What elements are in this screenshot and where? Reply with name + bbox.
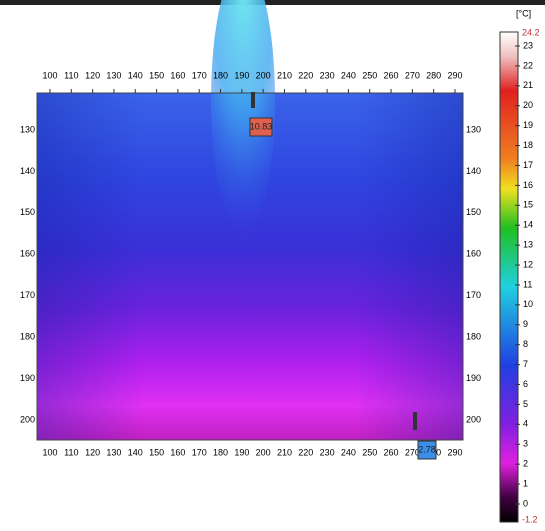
scale-label: 12 [523, 259, 533, 269]
x-tick-label: 170 [192, 70, 207, 80]
y-tick-label: 170 [20, 290, 35, 300]
y-tick-label: 160 [20, 249, 35, 259]
x-tick-label: 130 [106, 447, 121, 457]
scale-label: 2 [523, 459, 528, 469]
x-tick-label: 190 [234, 70, 249, 80]
scale-label: 4 [523, 419, 528, 429]
x-tick-label: 110 [64, 447, 78, 457]
scale-label: 15 [523, 200, 533, 210]
scale-min: -1.2 [522, 514, 538, 524]
scale-max: 24.2 [522, 27, 540, 37]
scale-label: 9 [523, 319, 528, 329]
scale-label: 16 [523, 180, 533, 190]
thermal-image [36, 0, 464, 441]
x-tick-label: 100 [42, 70, 57, 80]
scale-label: 14 [523, 220, 533, 230]
x-tick-label: 220 [298, 70, 313, 80]
scale-label: 22 [523, 60, 533, 70]
y-tick-label: 180 [466, 332, 481, 342]
y-axis-left: 130 140 150 160 170 180 190 200 [20, 124, 35, 424]
scale-label: 7 [523, 359, 528, 369]
x-tick-label: 230 [320, 447, 335, 457]
x-tick-label: 150 [149, 70, 164, 80]
x-tick-label: 170 [192, 447, 207, 457]
x-tick-label: 290 [447, 70, 462, 80]
x-tick-label: 270 [405, 70, 420, 80]
x-tick-label: 250 [362, 70, 377, 80]
scale-label: 18 [523, 140, 533, 150]
marker-min: 2.78 [413, 412, 437, 460]
scale-label: 0 [523, 498, 528, 508]
scale-label: 21 [523, 80, 533, 90]
scale-label: 11 [523, 279, 532, 289]
color-scale: [°C] 24.2 -1.2 2322212019181716151413121… [499, 8, 540, 524]
y-tick-label: 190 [20, 373, 35, 383]
marker-max: 10.83 [249, 92, 273, 137]
x-tick-label: 220 [298, 447, 313, 457]
x-axis-top: 100 110 120 130 140 150 160 170 180 190 200 210 220 2… [42, 70, 463, 93]
y-tick-label: 190 [466, 373, 481, 383]
x-tick-label: 200 [256, 70, 271, 80]
x-tick-label: 230 [320, 70, 335, 80]
x-tick-label: 180 [213, 447, 228, 457]
x-tick-label: 190 [234, 447, 249, 457]
scale-label: 20 [523, 100, 533, 110]
scale-label: 8 [523, 339, 528, 349]
scale-label: 17 [523, 160, 533, 170]
marker-label: 2.78 [418, 444, 436, 454]
y-tick-label: 140 [20, 166, 35, 176]
scale-unit: [°C] [516, 8, 531, 18]
scale-label: 1 [523, 478, 528, 488]
x-tick-label: 260 [384, 447, 399, 457]
y-tick-label: 200 [466, 414, 481, 424]
x-tick-label: 280 [426, 70, 441, 80]
x-tick-label: 260 [384, 70, 399, 80]
y-tick-label: 130 [466, 124, 481, 134]
x-tick-label: 160 [170, 70, 185, 80]
x-tick-label: 250 [362, 447, 377, 457]
y-tick-label: 160 [466, 249, 481, 259]
x-tick-label: 210 [277, 447, 292, 457]
x-tick-label: 120 [85, 70, 100, 80]
y-tick-label: 150 [466, 207, 481, 217]
scale-label: 19 [523, 120, 533, 130]
x-tick-label: 200 [256, 447, 271, 457]
y-tick-label: 180 [20, 332, 35, 342]
scale-label: 23 [523, 40, 533, 50]
y-tick-label: 150 [20, 207, 35, 217]
top-border [0, 0, 545, 5]
x-tick-label: 240 [341, 70, 356, 80]
y-axis-right: 130 140 150 160 170 180 190 200 [466, 124, 481, 424]
y-tick-label: 130 [20, 124, 35, 134]
x-tick-label: 100 [42, 447, 57, 457]
scale-label: 10 [523, 299, 533, 309]
x-tick-label: 210 [277, 70, 292, 80]
x-tick-label: 180 [213, 70, 228, 80]
x-tick-label: 240 [341, 447, 356, 457]
scale-label: 5 [523, 399, 528, 409]
x-tick-label: 160 [170, 447, 185, 457]
scale-label: 3 [523, 439, 528, 449]
x-tick-label: 270 [405, 447, 420, 457]
scale-label: 13 [523, 240, 533, 250]
y-tick-label: 140 [466, 166, 481, 176]
x-tick-label: 140 [128, 70, 143, 80]
scale-label: 6 [523, 379, 528, 389]
y-tick-label: 200 [20, 414, 35, 424]
x-tick-label: 140 [128, 447, 143, 457]
x-axis-bottom: 100 110 120 130 140 150 160 170 180 190 200 210 220 2… [42, 447, 462, 457]
y-tick-label: 170 [466, 290, 481, 300]
marker-label: 10.83 [250, 121, 273, 131]
x-tick-label: 130 [106, 70, 121, 80]
x-tick-label: 290 [447, 447, 462, 457]
x-tick-label: 110 [64, 70, 78, 80]
x-tick-label: 120 [85, 447, 100, 457]
x-tick-label: 150 [149, 447, 164, 457]
